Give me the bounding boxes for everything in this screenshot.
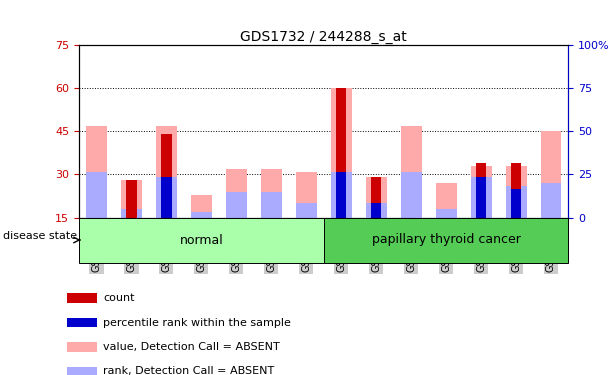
Bar <box>67 318 97 327</box>
Bar <box>371 177 381 218</box>
Bar <box>511 163 521 218</box>
Bar <box>191 212 212 217</box>
Text: count: count <box>103 293 135 303</box>
Bar <box>67 294 97 303</box>
Text: value, Detection Call = ABSENT: value, Detection Call = ABSENT <box>103 342 280 352</box>
Bar <box>476 177 486 218</box>
Bar <box>161 134 171 218</box>
Bar <box>67 367 97 375</box>
Bar <box>331 171 351 217</box>
Bar <box>435 183 457 218</box>
Bar <box>226 192 247 217</box>
Bar <box>506 186 527 218</box>
Bar <box>336 88 347 218</box>
Text: papillary thyroid cancer: papillary thyroid cancer <box>371 234 520 246</box>
Bar <box>471 177 491 218</box>
Bar <box>331 88 351 218</box>
Text: normal: normal <box>179 234 223 246</box>
Bar <box>191 195 212 217</box>
Bar <box>156 177 177 218</box>
Bar <box>435 209 457 218</box>
Bar <box>121 180 142 218</box>
Bar <box>471 166 491 218</box>
Bar <box>541 183 561 218</box>
Bar <box>476 163 486 218</box>
Bar <box>401 171 422 217</box>
Bar <box>261 192 282 217</box>
Title: GDS1732 / 244288_s_at: GDS1732 / 244288_s_at <box>240 30 407 44</box>
Bar <box>261 169 282 217</box>
Bar <box>79 217 323 262</box>
Bar <box>541 131 561 218</box>
Bar <box>506 166 527 218</box>
Bar <box>336 171 347 217</box>
Bar <box>296 203 317 217</box>
Bar <box>161 177 171 218</box>
Bar <box>365 177 387 218</box>
Text: percentile rank within the sample: percentile rank within the sample <box>103 318 291 327</box>
Bar <box>67 342 97 352</box>
Bar <box>296 171 317 217</box>
Bar <box>511 189 521 218</box>
Bar <box>226 169 247 217</box>
Bar <box>156 126 177 218</box>
Bar <box>365 203 387 217</box>
Bar <box>401 126 422 218</box>
Text: rank, Detection Call = ABSENT: rank, Detection Call = ABSENT <box>103 366 275 375</box>
Bar <box>86 171 107 217</box>
Bar <box>86 126 107 218</box>
Bar <box>371 203 381 217</box>
Bar <box>323 217 568 262</box>
Bar <box>126 180 137 218</box>
Text: disease state: disease state <box>3 231 77 241</box>
Bar <box>121 209 142 218</box>
